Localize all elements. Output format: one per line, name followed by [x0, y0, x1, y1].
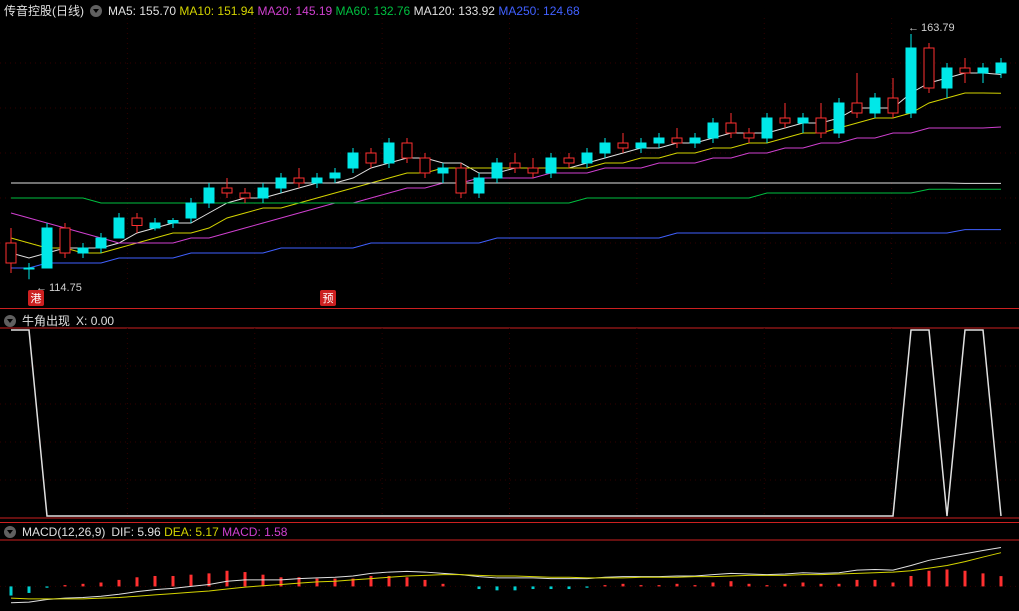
ma-label-ma10: MA10: 151.94	[179, 4, 254, 18]
ma-label-ma20: MA20: 145.19	[257, 4, 332, 18]
sub2-title: MACD(12,26,9)	[22, 525, 105, 539]
sub1-x-label: X: 0.00	[76, 314, 114, 328]
chevron-down-icon[interactable]	[4, 315, 16, 327]
ma-label-ma60: MA60: 132.76	[336, 4, 411, 18]
main-header: 传音控股(日线) MA5: 155.70 MA10: 151.94 MA20: …	[4, 2, 580, 19]
marker-badge[interactable]: 预	[320, 290, 336, 306]
stock-title: 传音控股(日线)	[4, 2, 84, 19]
ma-label-ma250: MA250: 124.68	[498, 4, 579, 18]
macd-chart[interactable]	[0, 538, 1019, 608]
chevron-down-icon[interactable]	[90, 5, 102, 17]
panel-divider-2	[0, 522, 1019, 523]
main-candlestick-chart[interactable]	[0, 0, 1019, 300]
sub1-chart[interactable]	[0, 310, 1019, 520]
sub1-title: 牛角出现	[22, 312, 70, 329]
high-price-label: ←163.79	[908, 22, 955, 34]
sub1-header: 牛角出现 X: 0.00	[4, 312, 114, 329]
sub2-header: MACD(12,26,9) DIF: 5.96 DEA: 5.17 MACD: …	[4, 525, 287, 539]
macd-label-dea: DEA: 5.17	[164, 525, 219, 539]
chart-container: 传音控股(日线) MA5: 155.70 MA10: 151.94 MA20: …	[0, 0, 1019, 611]
marker-badge[interactable]: 港	[28, 290, 44, 306]
macd-label-macd: MACD: 1.58	[222, 525, 287, 539]
panel-divider-1	[0, 308, 1019, 309]
chevron-down-icon[interactable]	[4, 526, 16, 538]
macd-label-dif: DIF: 5.96	[111, 525, 160, 539]
ma-label-ma120: MA120: 133.92	[414, 4, 495, 18]
ma-label-ma5: MA5: 155.70	[108, 4, 176, 18]
